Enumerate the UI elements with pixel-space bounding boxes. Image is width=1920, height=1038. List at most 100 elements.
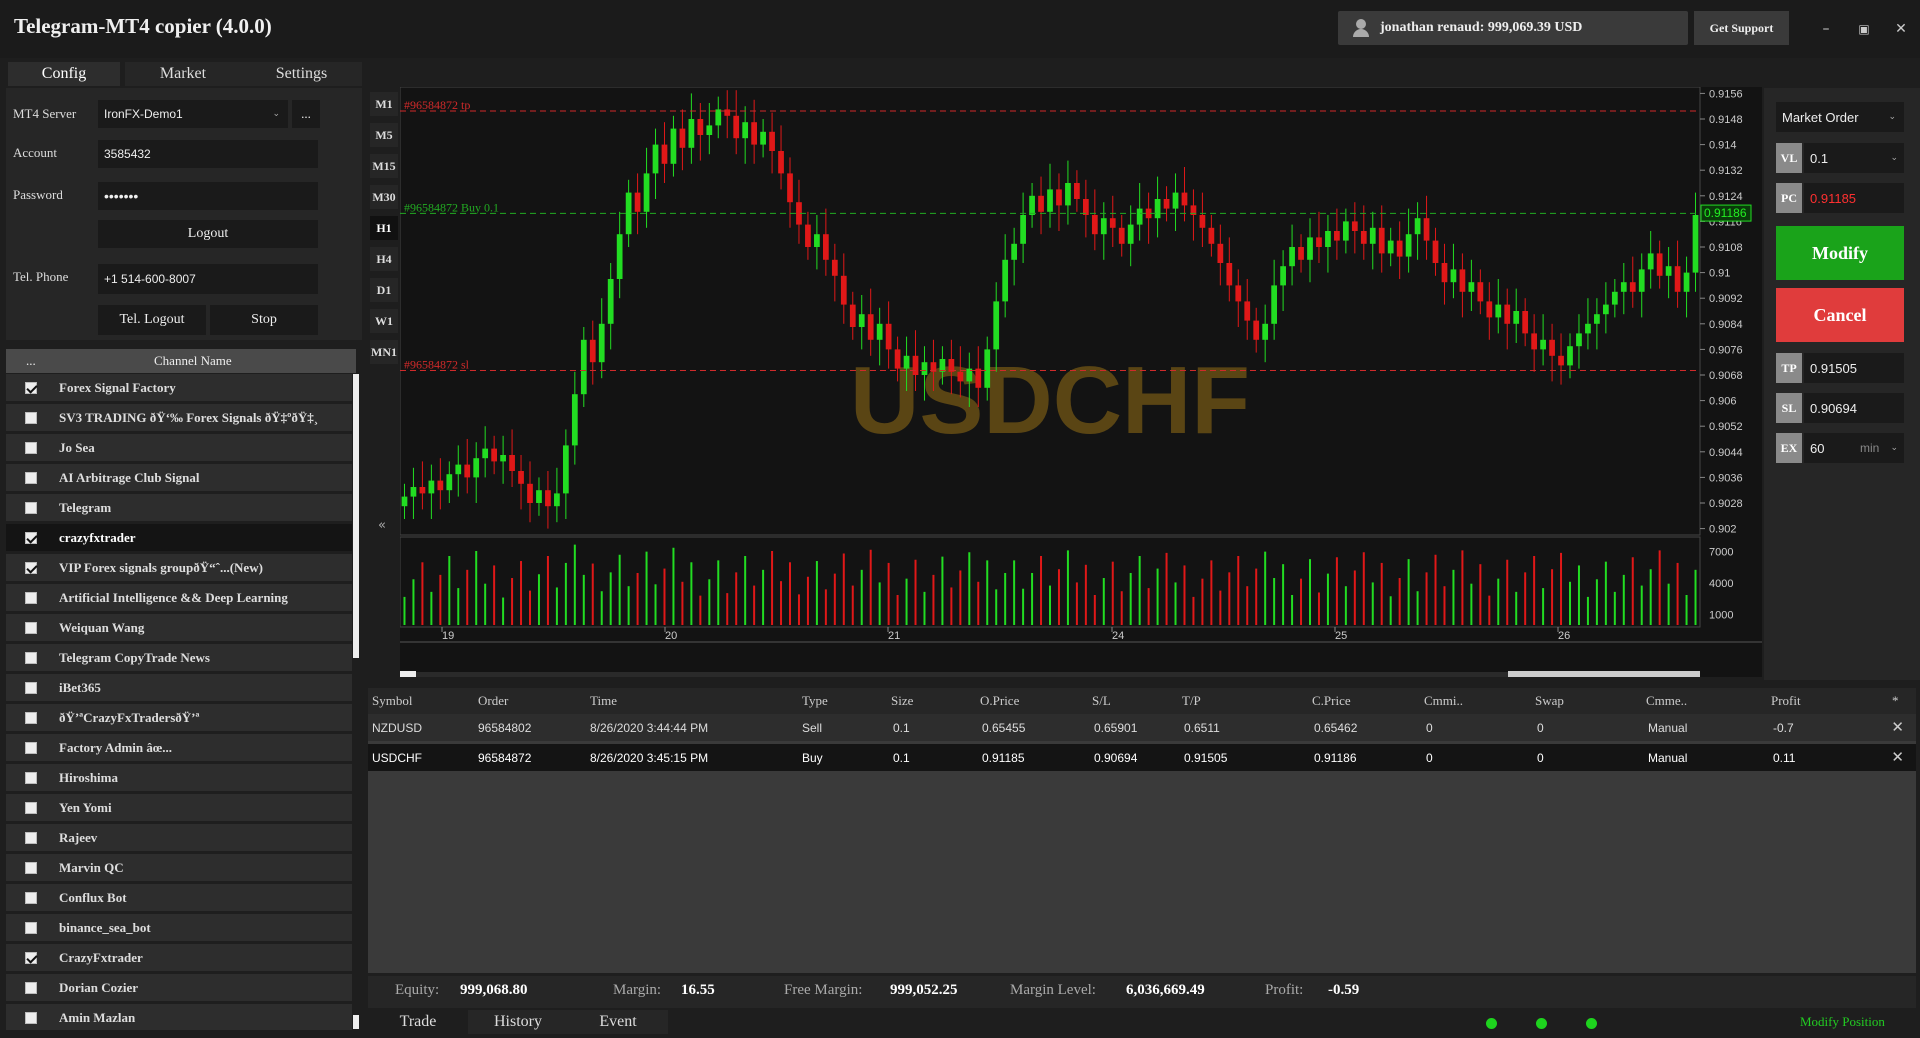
close-icon[interactable]: ✕: [1895, 21, 1907, 37]
column-header[interactable]: Order: [478, 693, 509, 708]
channel-checkbox[interactable]: [25, 771, 37, 784]
sl-input[interactable]: 0.90694: [1804, 393, 1904, 423]
list-item[interactable]: Weiquan Wang: [6, 614, 352, 641]
timeframe-m1[interactable]: M1: [370, 92, 398, 116]
tp-input[interactable]: 0.91505: [1804, 353, 1904, 383]
channel-checkbox[interactable]: [25, 741, 37, 754]
channel-checkbox[interactable]: [25, 981, 37, 994]
column-header[interactable]: Size: [891, 693, 914, 708]
stop-button[interactable]: Stop: [210, 305, 318, 335]
chevron-down-icon[interactable]: ⌄: [1890, 443, 1898, 453]
column-header[interactable]: Swap: [1535, 693, 1564, 708]
phone-input[interactable]: +1 514-600-8007: [98, 264, 318, 294]
volume-input[interactable]: 0.1 ⌄: [1804, 143, 1904, 173]
timeframe-h4[interactable]: H4: [370, 247, 398, 271]
list-item[interactable]: Rajeev: [6, 824, 352, 851]
channel-checkbox[interactable]: [25, 381, 37, 394]
channel-checkbox[interactable]: [25, 861, 37, 874]
tab-settings[interactable]: Settings: [241, 62, 362, 86]
account-input[interactable]: 3585432: [98, 140, 318, 168]
account-chip[interactable]: jonathan renaud: 999,069.39 USD: [1338, 11, 1688, 45]
list-item[interactable]: Hiroshima: [6, 764, 352, 791]
list-item[interactable]: ðŸ’ªCrazyFxTradersðŸ’ª: [6, 704, 352, 731]
server-select[interactable]: IronFX-Demo1 ⌄: [98, 100, 288, 128]
tab-history[interactable]: History: [468, 1010, 568, 1034]
timeframe-m15[interactable]: M15: [370, 154, 398, 178]
logout-button[interactable]: Logout: [98, 220, 318, 248]
list-item[interactable]: SV3 TRADING ðŸ‘‰ Forex Signals ðŸ‡ºðŸ‡¸: [6, 404, 352, 431]
channel-checkbox[interactable]: [25, 471, 37, 484]
column-header[interactable]: Symbol: [372, 693, 413, 708]
timeframe-h1[interactable]: H1: [370, 216, 398, 240]
column-header[interactable]: Cmmi..: [1424, 693, 1464, 708]
timeframe-m5[interactable]: M5: [370, 123, 398, 147]
list-item[interactable]: Yen Yomi: [6, 794, 352, 821]
channel-col-check[interactable]: ...: [26, 353, 36, 368]
expiry-input[interactable]: 60 min ⌄: [1804, 433, 1904, 463]
column-header[interactable]: *: [1892, 693, 1899, 708]
channel-checkbox[interactable]: [25, 561, 37, 574]
channel-checkbox[interactable]: [25, 621, 37, 634]
column-header[interactable]: Time: [590, 693, 617, 708]
channel-checkbox[interactable]: [25, 951, 37, 964]
timeframe-w1[interactable]: W1: [370, 309, 398, 333]
tab-event[interactable]: Event: [568, 1010, 668, 1034]
tab-config[interactable]: Config: [8, 62, 120, 86]
cancel-button[interactable]: Cancel: [1776, 288, 1904, 342]
list-item[interactable]: CrazyFxtrader: [6, 944, 352, 971]
column-header[interactable]: Type: [802, 693, 828, 708]
list-item[interactable]: Dorian Cozier: [6, 974, 352, 1001]
column-header[interactable]: Profit: [1771, 693, 1801, 708]
channel-checkbox[interactable]: [25, 1011, 37, 1024]
list-item[interactable]: binance_sea_bot: [6, 914, 352, 941]
collapse-icon[interactable]: «: [378, 517, 386, 533]
column-header[interactable]: O.Price: [980, 693, 1020, 708]
server-more-button[interactable]: ...: [292, 100, 320, 128]
table-row[interactable]: NZDUSD 96584802 8/26/2020 3:44:44 PM Sell 0.…: [368, 714, 1916, 741]
order-type-select[interactable]: Market Order ⌄: [1776, 102, 1904, 132]
list-item[interactable]: Jo Sea: [6, 434, 352, 461]
minimize-icon[interactable]: –: [1822, 21, 1830, 37]
list-item[interactable]: iBet365: [6, 674, 352, 701]
channel-scrollbar-thumb[interactable]: [353, 1015, 359, 1029]
column-header[interactable]: Cmme..: [1646, 693, 1688, 708]
list-item[interactable]: Artificial Intelligence && Deep Learning: [6, 584, 352, 611]
price-chart[interactable]: USDCHF 0.9156 0.9148 0.914 0.9132 0.9124 0.911…: [400, 87, 1762, 677]
channel-checkbox[interactable]: [25, 891, 37, 904]
get-support-button[interactable]: Get Support: [1694, 11, 1789, 45]
column-header[interactable]: C.Price: [1312, 693, 1351, 708]
list-item[interactable]: AI Arbitrage Club Signal: [6, 464, 352, 491]
channel-checkbox[interactable]: [25, 921, 37, 934]
chevron-down-icon[interactable]: ⌄: [1890, 153, 1898, 163]
table-row[interactable]: USDCHF 96584872 8/26/2020 3:45:15 PM Buy 0.1…: [368, 744, 1916, 771]
list-item[interactable]: Forex Signal Factory: [6, 374, 352, 401]
channel-checkbox[interactable]: [25, 501, 37, 514]
channel-checkbox[interactable]: [25, 651, 37, 664]
channel-scrollbar[interactable]: [353, 374, 359, 658]
channel-checkbox[interactable]: [25, 591, 37, 604]
column-header[interactable]: S/L: [1092, 693, 1111, 708]
channel-checkbox[interactable]: [25, 681, 37, 694]
list-item[interactable]: Marvin QC: [6, 854, 352, 881]
list-item[interactable]: crazyfxtrader: [6, 524, 352, 551]
list-item[interactable]: Amin Mazlan: [6, 1004, 352, 1030]
chart-canvas[interactable]: USDCHF0.91560.91480.9140.91320.91240.911…: [400, 87, 1762, 677]
price-input[interactable]: 0.91185: [1804, 183, 1904, 213]
list-item[interactable]: Telegram: [6, 494, 352, 521]
channel-col-name[interactable]: Channel Name: [154, 353, 232, 368]
channel-checkbox[interactable]: [25, 411, 37, 424]
timeframe-m30[interactable]: M30: [370, 185, 398, 209]
channel-checkbox[interactable]: [25, 711, 37, 724]
list-item[interactable]: Factory Admin âœ...: [6, 734, 352, 761]
list-item[interactable]: VIP Forex signals groupðŸ“ˆ...(New): [6, 554, 352, 581]
password-input[interactable]: •••••••: [98, 182, 318, 210]
modify-position-link[interactable]: Modify Position: [1800, 1014, 1885, 1029]
list-item[interactable]: Telegram CopyTrade News: [6, 644, 352, 671]
timeframe-d1[interactable]: D1: [370, 278, 398, 302]
column-header[interactable]: T/P: [1182, 693, 1201, 708]
channel-checkbox[interactable]: [25, 531, 37, 544]
modify-button[interactable]: Modify: [1776, 226, 1904, 280]
timeframe-mn1[interactable]: MN1: [370, 340, 398, 364]
channel-checkbox[interactable]: [25, 441, 37, 454]
list-item[interactable]: Conflux Bot: [6, 884, 352, 911]
